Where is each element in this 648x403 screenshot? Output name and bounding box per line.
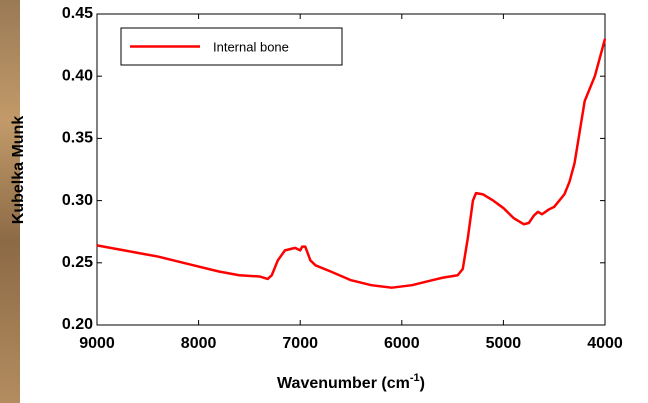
plot-frame (96, 13, 606, 326)
y-tick-label: 0.40 (62, 67, 93, 84)
x-label-text: Wavenumber (cm (277, 375, 410, 392)
y-tick-label: 0.30 (62, 192, 93, 209)
y-tick-label: 0.25 (62, 254, 93, 271)
x-tick-label: 9000 (79, 335, 115, 352)
x-tick-label: 4000 (587, 335, 623, 352)
y-tick-label: 0.35 (62, 130, 93, 147)
x-label-tail: ) (420, 375, 425, 392)
legend-label: Internal bone (213, 40, 289, 55)
background-texture (0, 0, 20, 403)
x-tick-label: 6000 (384, 335, 420, 352)
y-tick-label: 0.45 (62, 5, 93, 22)
x-tick-label: 5000 (486, 335, 522, 352)
y-tick-label: 0.20 (62, 316, 93, 333)
y-axis-label: Kubelka Munk (10, 116, 27, 225)
x-tick-label: 7000 (282, 335, 318, 352)
x-label-sup: -1 (410, 372, 420, 384)
data-line (96, 38, 607, 289)
x-axis-label: Wavenumber (cm-1) (277, 372, 425, 392)
x-tick-label: 8000 (181, 335, 217, 352)
